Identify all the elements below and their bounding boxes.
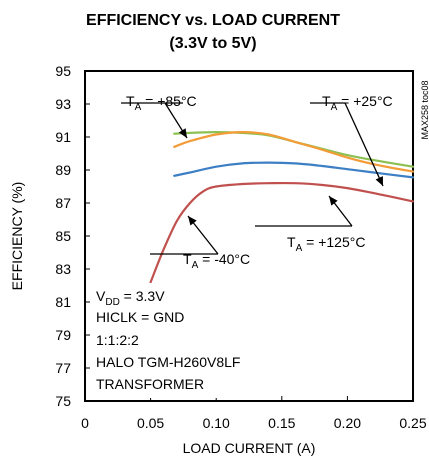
label-ta-125: TA = +125°C xyxy=(287,234,365,254)
condition-hiclk: HICLK = GND xyxy=(96,309,184,325)
arrow-25c-line xyxy=(345,103,383,186)
x-axis-label: LOAD CURRENT (A) xyxy=(183,440,316,456)
chart-subtitle: (3.3V to 5V) xyxy=(169,35,256,52)
test-conditions: VDD = 3.3V HICLK = GND 1:1:2:2 HALO TGM-… xyxy=(92,283,254,398)
chart-title: EFFICIENCY vs. LOAD CURRENT xyxy=(86,12,340,29)
x-tick-label: 0.25 xyxy=(399,415,426,431)
y-tick-label: 89 xyxy=(55,162,71,178)
annotation-leaders xyxy=(121,103,352,254)
series-line-25c xyxy=(174,132,413,167)
y-tick-label: 77 xyxy=(55,360,71,376)
y-tick-label: 79 xyxy=(55,327,71,343)
x-tick-label: 0.15 xyxy=(268,415,295,431)
y-tick-label: 95 xyxy=(55,63,71,79)
y-tick-label: 81 xyxy=(55,294,71,310)
y-axis-label: EFFICIENCY (%) xyxy=(9,182,25,291)
x-tick-label: 0.10 xyxy=(203,415,230,431)
x-tick-label: 0.20 xyxy=(334,415,361,431)
label-ta-85: TA = +85°C xyxy=(126,93,197,113)
condition-transformer: TRANSFORMER xyxy=(96,376,204,392)
condition-ratio: 1:1:2:2 xyxy=(96,332,139,348)
figure-code-label: MAX258 toc08 xyxy=(420,80,429,139)
series-line-125c xyxy=(151,183,413,282)
y-tick-label: 85 xyxy=(55,228,71,244)
y-tick-label: 93 xyxy=(55,96,71,112)
y-tick-label: 75 xyxy=(55,393,71,409)
x-tick-label: 0 xyxy=(81,415,89,431)
x-tick-label: 0.05 xyxy=(137,415,164,431)
y-tick-label: 91 xyxy=(55,129,71,145)
arrow-m40c-head xyxy=(188,216,197,226)
annotation-arrows xyxy=(165,103,383,254)
label-ta-25: TA = +25°C xyxy=(322,93,393,113)
condition-transformer-model: HALO TGM-H260V8LF xyxy=(96,354,240,370)
y-tick-label: 87 xyxy=(55,195,71,211)
arrow-125c-head xyxy=(329,196,338,206)
arrow-85c-head xyxy=(179,128,187,138)
series-line-85c xyxy=(174,132,413,172)
y-tick-label: 83 xyxy=(55,261,71,277)
